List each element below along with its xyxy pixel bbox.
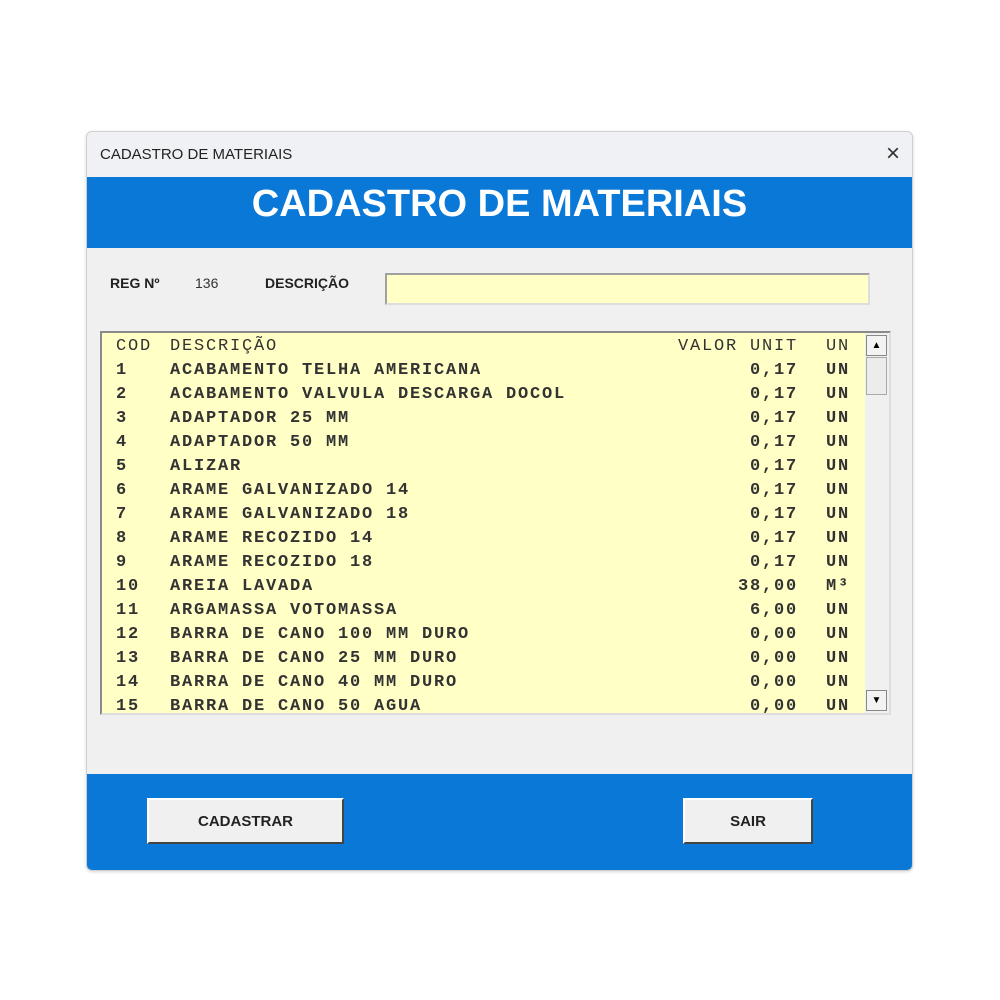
cell-valor: 0,00 [749, 649, 798, 668]
cell-cod: 8 [116, 529, 129, 548]
header-banner: CADASTRO DE MATERIAIS [87, 177, 912, 248]
cell-un: UN [826, 529, 851, 548]
reg-value: 136 [195, 275, 219, 291]
list-header: COD DESCRIÇÃO VALOR UNIT UN [102, 337, 864, 361]
scroll-up-icon[interactable]: ▲ [866, 335, 887, 356]
cell-cod: 9 [116, 553, 129, 572]
close-icon[interactable]: × [885, 140, 900, 167]
cell-cod: 11 [116, 601, 141, 620]
title-bar: CADASTRO DE MATERIAIS × [87, 132, 912, 177]
cell-valor: 0,17 [749, 457, 798, 476]
list-item[interactable]: 13 BARRA DE CANO 25 MM DURO 0,00 UN [102, 649, 864, 673]
cell-cod: 13 [116, 649, 141, 668]
list-item[interactable]: 12 BARRA DE CANO 100 MM DURO 0,00 UN [102, 625, 864, 649]
materials-list[interactable]: COD DESCRIÇÃO VALOR UNIT UN 1 ACABAMENTO … [100, 331, 891, 715]
cell-desc: ADAPTADOR 50 MM [170, 433, 351, 452]
cell-desc: ALIZAR [170, 457, 243, 476]
cell-un: UN [826, 505, 851, 524]
cell-un: UN [826, 601, 851, 620]
header-cod: COD [116, 337, 153, 356]
dialog-window: CADASTRO DE MATERIAIS × CADASTRO DE MATE… [86, 131, 913, 871]
list-item[interactable]: 8 ARAME RECOZIDO 14 0,17 UN [102, 529, 864, 553]
cell-valor: 0,17 [749, 433, 798, 452]
cell-valor: 0,17 [749, 529, 798, 548]
list-item[interactable]: 14 BARRA DE CANO 40 MM DURO 0,00 UN [102, 673, 864, 697]
list-item[interactable]: 5 ALIZAR 0,17 UN [102, 457, 864, 481]
cell-desc: ARAME RECOZIDO 14 [170, 529, 375, 548]
cell-desc: AREIA LAVADA [170, 577, 315, 596]
scroll-thumb[interactable] [866, 357, 887, 395]
cell-un: UN [826, 361, 851, 380]
cell-cod: 7 [116, 505, 129, 524]
cell-cod: 3 [116, 409, 129, 428]
cell-desc: ARAME RECOZIDO 18 [170, 553, 375, 572]
header-desc: DESCRIÇÃO [170, 337, 279, 356]
cell-valor: 0,17 [749, 553, 798, 572]
cell-un: UN [826, 553, 851, 572]
cell-valor: 0,00 [749, 697, 798, 715]
cell-desc: ACABAMENTO TELHA AMERICANA [170, 361, 483, 380]
cell-valor: 38,00 [737, 577, 798, 596]
cell-valor: 0,17 [749, 385, 798, 404]
reg-label: REG Nº [110, 275, 160, 291]
list-item[interactable]: 10 AREIA LAVADA 38,00 M³ [102, 577, 864, 601]
list-item[interactable]: 1 ACABAMENTO TELHA AMERICANA 0,17 UN [102, 361, 864, 385]
list-item[interactable]: 3 ADAPTADOR 25 MM 0,17 UN [102, 409, 864, 433]
cell-cod: 15 [116, 697, 141, 715]
cell-cod: 6 [116, 481, 129, 500]
cell-valor: 0,17 [749, 409, 798, 428]
cell-cod: 1 [116, 361, 129, 380]
cell-un: UN [826, 385, 851, 404]
cell-valor: 0,17 [749, 481, 798, 500]
cell-valor: 0,17 [749, 505, 798, 524]
banner-title: CADASTRO DE MATERIAIS [251, 183, 748, 225]
cell-cod: 14 [116, 673, 141, 692]
description-input[interactable] [385, 273, 870, 305]
cell-desc: BARRA DE CANO 25 MM DURO [170, 649, 459, 668]
list-item[interactable]: 2 ACABAMENTO VALVULA DESCARGA DOCOL 0,17 UN [102, 385, 864, 409]
list-item[interactable]: 6 ARAME GALVANIZADO 14 0,17 UN [102, 481, 864, 505]
cell-un: UN [826, 649, 851, 668]
cell-valor: 0,17 [749, 361, 798, 380]
list-scrollbar[interactable]: ▲ ▼ [865, 333, 889, 713]
cell-desc: ARGAMASSA VOTOMASSA [170, 601, 399, 620]
cell-un: UN [826, 433, 851, 452]
footer-bar: CADASTRAR SAIR [87, 774, 912, 870]
cell-cod: 5 [116, 457, 129, 476]
cell-valor: 0,00 [749, 625, 798, 644]
cell-un: UN [826, 481, 851, 500]
cell-un: UN [826, 409, 851, 428]
cell-un: M³ [826, 577, 851, 596]
cell-un: UN [826, 697, 851, 715]
cell-cod: 2 [116, 385, 129, 404]
cell-cod: 4 [116, 433, 129, 452]
cell-un: UN [826, 673, 851, 692]
cell-desc: ARAME GALVANIZADO 18 [170, 505, 411, 524]
cell-desc: BARRA DE CANO 40 MM DURO [170, 673, 459, 692]
cell-desc: ADAPTADOR 25 MM [170, 409, 351, 428]
cell-desc: BARRA DE CANO 100 MM DURO [170, 625, 471, 644]
sair-button[interactable]: SAIR [683, 798, 813, 844]
cell-un: UN [826, 457, 851, 476]
cell-cod: 12 [116, 625, 141, 644]
description-label: DESCRIÇÃO [265, 275, 350, 291]
list-item[interactable]: 11 ARGAMASSA VOTOMASSA 6,00 UN [102, 601, 864, 625]
list-item[interactable]: 15 BARRA DE CANO 50 AGUA 0,00 UN [102, 697, 864, 715]
scroll-down-icon[interactable]: ▼ [866, 690, 887, 711]
cell-cod: 10 [116, 577, 141, 596]
window-title: CADASTRO DE MATERIAIS [100, 146, 293, 163]
cell-valor: 6,00 [749, 601, 798, 620]
cadastrar-button[interactable]: CADASTRAR [147, 798, 344, 844]
cell-desc: ARAME GALVANIZADO 14 [170, 481, 411, 500]
list-item[interactable]: 4 ADAPTADOR 50 MM 0,17 UN [102, 433, 864, 457]
header-un: UN [826, 337, 851, 356]
list-item[interactable]: 7 ARAME GALVANIZADO 18 0,17 UN [102, 505, 864, 529]
header-valor: VALOR UNIT [677, 337, 798, 356]
cell-desc: BARRA DE CANO 50 AGUA [170, 697, 423, 715]
cell-desc: ACABAMENTO VALVULA DESCARGA DOCOL [170, 385, 567, 404]
list-item[interactable]: 9 ARAME RECOZIDO 18 0,17 UN [102, 553, 864, 577]
cell-valor: 0,00 [749, 673, 798, 692]
cell-un: UN [826, 625, 851, 644]
